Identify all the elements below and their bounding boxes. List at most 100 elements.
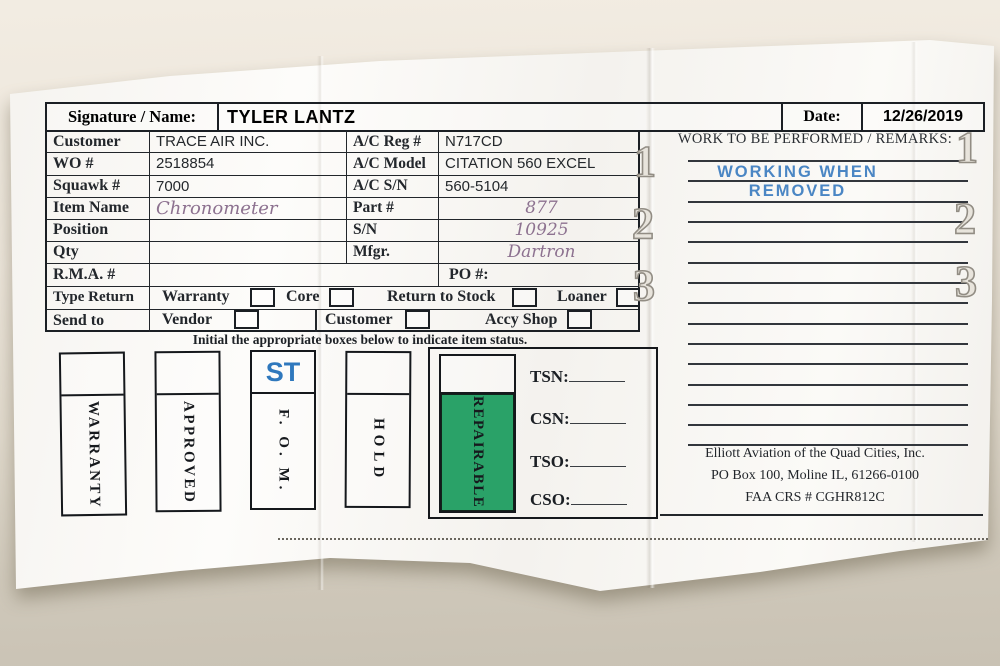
part-number-label: Part # <box>347 197 439 219</box>
hold-status-box: HOLD <box>344 350 412 509</box>
tso-label: TSO: <box>530 452 570 471</box>
ac-model-label: A/C Model <box>347 153 439 175</box>
table-row: Customer TRACE AIR INC. A/C Reg # N717CD <box>47 131 638 154</box>
type-return-row: Type Return Warranty Core Return to Stoc… <box>47 286 640 310</box>
position-value <box>150 219 347 241</box>
remarks-ruled-line <box>688 363 968 365</box>
hold-status-label: HOLD <box>370 418 387 483</box>
position-label: Position <box>47 219 150 241</box>
approved-status-label: APPROVED <box>180 400 198 505</box>
part-number-value: 877 <box>525 198 558 219</box>
table-row: Position S/N 10925 <box>47 219 638 242</box>
return-to-stock-option-label: Return to Stock <box>387 287 496 305</box>
remarks-ruled-line <box>688 180 968 182</box>
work-to-be-performed-header: WORK TO BE PERFORMED / REMARKS: <box>677 131 953 147</box>
ac-reg-value: N717CD <box>445 133 503 151</box>
date-label: Date: <box>781 104 861 130</box>
type-return-options: Warranty Core Return to Stock Loaner <box>150 287 640 309</box>
remarks-ruled-line <box>688 241 968 243</box>
warranty-option-label: Warranty <box>162 287 230 305</box>
core-checkbox <box>329 287 354 307</box>
fom-status-label: F. O. M. <box>275 408 292 494</box>
table-row: Squawk # 7000 A/C S/N 560-5104 <box>47 175 638 198</box>
rma-row: R.M.A. # PO #: <box>47 263 638 287</box>
company-footer: Elliott Aviation of the Quad Cities, Inc… <box>660 443 970 509</box>
qty-label: Qty <box>47 241 150 263</box>
table-row: WO # 2518854 A/C Model CITATION 560 EXCE… <box>47 153 638 176</box>
type-return-label: Type Return <box>47 286 150 309</box>
copy-number-3-left: 3 <box>632 261 656 310</box>
cso-label: CSO: <box>530 490 571 509</box>
customer-label: Customer <box>47 131 150 153</box>
vendor-option-label: Vendor <box>162 310 213 328</box>
status-summary-box: REPAIRABLE TSN: CSN: TSO: CSO: <box>428 347 658 519</box>
repairable-status-label: REPAIRABLE <box>470 396 486 509</box>
company-name: Elliott Aviation of the Quad Cities, Inc… <box>705 446 925 461</box>
qty-value <box>150 241 347 263</box>
ac-sn-label: A/C S/N <box>347 175 439 197</box>
tso-field: TSO: <box>530 452 626 472</box>
send-to-options: Vendor Customer Accy Shop <box>150 309 638 332</box>
ac-reg-label: A/C Reg # <box>347 131 439 153</box>
mfgr-label: Mfgr. <box>347 241 439 263</box>
repairable-status-box: REPAIRABLE <box>439 354 516 513</box>
faa-certificate-number: FAA CRS # CGHR812C <box>745 490 885 505</box>
cso-field: CSO: <box>530 490 627 510</box>
copy-number-1-right: 1 <box>955 123 979 172</box>
date-value: 12/26/2019 <box>861 104 983 130</box>
item-name-value: Chronometer <box>150 197 347 219</box>
remarks-ruled-line <box>688 424 968 426</box>
approved-initial-cell <box>156 352 219 396</box>
remarks-ruled-line <box>688 444 968 446</box>
mfgr-value: Dartron <box>507 242 576 263</box>
customer-option-label: Customer <box>325 310 393 328</box>
cso-blank-line <box>570 491 627 505</box>
tso-blank-line <box>569 453 626 467</box>
tsn-label: TSN: <box>530 367 569 386</box>
vendor-checkbox <box>234 309 259 329</box>
squawk-value: 7000 <box>150 175 347 197</box>
core-option-label: Core <box>286 287 320 305</box>
signature-name-label: Signature / Name: <box>47 104 219 130</box>
wo-label: WO # <box>47 153 150 175</box>
status-instruction-text: Initial the appropriate boxes below to i… <box>192 332 528 347</box>
po-number-label: PO #: <box>449 265 489 283</box>
warranty-status-box: WARRANTY <box>58 351 128 517</box>
wo-value: 2518854 <box>150 153 347 175</box>
remarks-entry-text: WORKING WHEN REMOVED <box>717 163 878 200</box>
remarks-ruled-line <box>688 282 968 284</box>
return-to-stock-checkbox <box>512 287 537 307</box>
remarks-ruled-line <box>688 343 968 345</box>
customer-checkbox <box>405 309 430 329</box>
ac-model-value: CITATION 560 EXCEL <box>445 155 596 173</box>
table-row: Item Name Chronometer Part # 877 <box>47 197 638 220</box>
remarks-ruled-line <box>688 302 968 304</box>
send-to-label: Send to <box>47 309 150 332</box>
csn-label: CSN: <box>530 409 570 428</box>
squawk-label: Squawk # <box>47 175 150 197</box>
tsn-blank-line <box>568 368 625 382</box>
tsn-field: TSN: <box>530 367 625 387</box>
serial-number-label: S/N <box>347 219 439 241</box>
accy-shop-checkbox <box>567 309 592 329</box>
ac-sn-value: 560-5104 <box>445 177 509 195</box>
csn-blank-line <box>569 410 626 424</box>
rma-value-cell <box>150 263 439 286</box>
warranty-status-label: WARRANTY <box>85 400 103 510</box>
perforation-dotted-line <box>278 538 988 540</box>
rma-label: R.M.A. # <box>47 263 150 286</box>
remarks-ruled-line <box>688 404 968 406</box>
remarks-ruled-line <box>688 384 968 386</box>
fom-initial-value: ST <box>265 356 301 387</box>
hold-initial-cell <box>347 352 410 396</box>
company-address: PO Box 100, Moline IL, 61266-0100 <box>710 468 920 483</box>
remarks-ruled-line <box>688 323 968 325</box>
approved-status-box: APPROVED <box>154 350 222 513</box>
table-row: Qty Mfgr. Dartron <box>47 241 638 264</box>
loaner-option-label: Loaner <box>557 287 607 305</box>
customer-value: TRACE AIR INC. <box>150 131 347 153</box>
signature-row: Signature / Name: TYLER LANTZ Date: 12/2… <box>45 102 985 132</box>
remarks-ruled-line <box>688 160 968 162</box>
item-name-label: Item Name <box>47 197 150 219</box>
